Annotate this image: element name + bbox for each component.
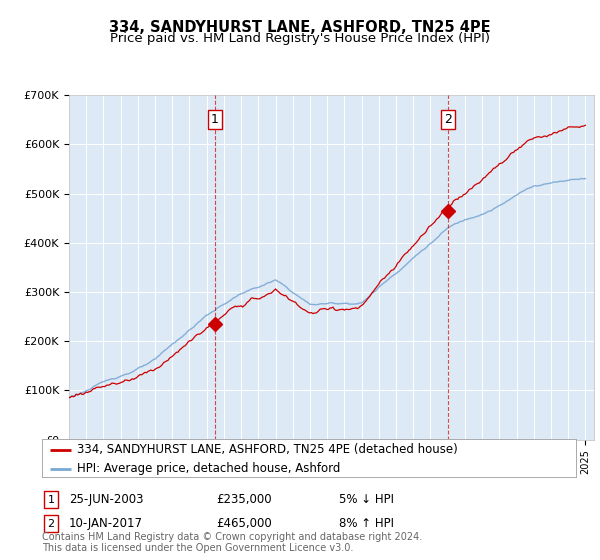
Text: Price paid vs. HM Land Registry's House Price Index (HPI): Price paid vs. HM Land Registry's House … — [110, 32, 490, 45]
Text: 334, SANDYHURST LANE, ASHFORD, TN25 4PE: 334, SANDYHURST LANE, ASHFORD, TN25 4PE — [109, 20, 491, 35]
Text: 2: 2 — [444, 113, 452, 126]
Text: 2: 2 — [47, 519, 55, 529]
Text: HPI: Average price, detached house, Ashford: HPI: Average price, detached house, Ashf… — [77, 462, 340, 475]
Text: £235,000: £235,000 — [216, 493, 272, 506]
Text: 25-JUN-2003: 25-JUN-2003 — [69, 493, 143, 506]
Text: 1: 1 — [47, 494, 55, 505]
Text: 8% ↑ HPI: 8% ↑ HPI — [339, 517, 394, 530]
Text: 10-JAN-2017: 10-JAN-2017 — [69, 517, 143, 530]
Text: 334, SANDYHURST LANE, ASHFORD, TN25 4PE (detached house): 334, SANDYHURST LANE, ASHFORD, TN25 4PE … — [77, 443, 457, 456]
Text: 1: 1 — [211, 113, 219, 126]
Text: 5% ↓ HPI: 5% ↓ HPI — [339, 493, 394, 506]
Text: £465,000: £465,000 — [216, 517, 272, 530]
Text: Contains HM Land Registry data © Crown copyright and database right 2024.
This d: Contains HM Land Registry data © Crown c… — [42, 531, 422, 553]
